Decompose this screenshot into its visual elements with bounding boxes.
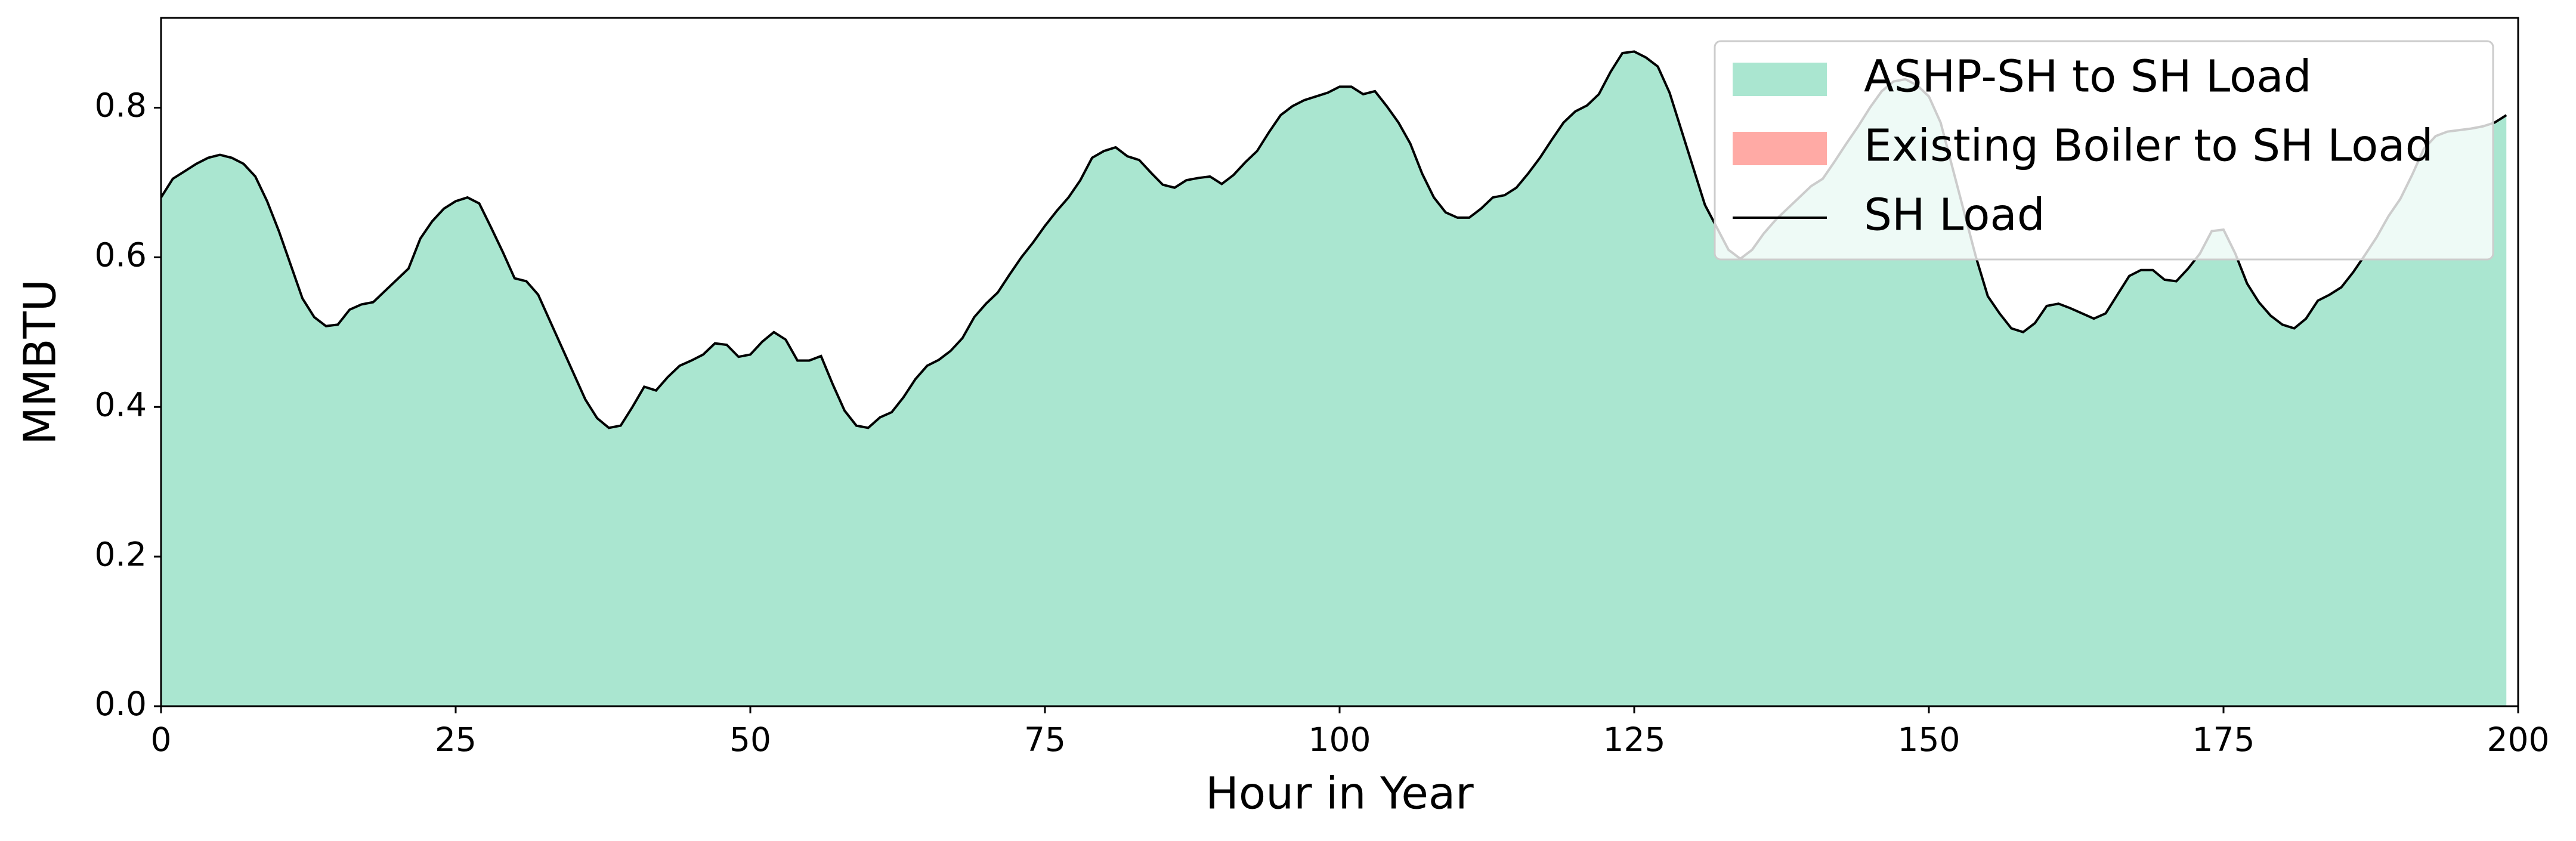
x-tick-label: 50 <box>729 721 771 759</box>
y-tick-label: 0.6 <box>95 236 147 274</box>
line <box>160 50 2507 429</box>
x-tick-label: 150 <box>1898 721 1960 759</box>
x-tick-label: 75 <box>1024 721 1066 759</box>
legend: ASHP-SH to SH Load Existing Boiler to SH … <box>1714 40 2494 261</box>
y-tick-label: 0.2 <box>95 535 147 573</box>
legend-label: ASHP-SH to SH Load <box>1864 51 2312 103</box>
legend-label: Existing Boiler to SH Load <box>1864 120 2433 172</box>
x-tick-label: 200 <box>2487 721 2550 759</box>
legend-swatch <box>1733 132 1827 165</box>
x-tick-label: 25 <box>435 721 477 759</box>
y-tick-label: 0.0 <box>95 685 147 723</box>
x-tick-label: 100 <box>1309 721 1371 759</box>
y-tick-label: 0.4 <box>95 385 147 423</box>
x-tick-label: 0 <box>151 721 172 759</box>
legend-box <box>1714 40 2494 261</box>
legend-swatch <box>1733 63 1827 96</box>
x-axis-label: Hour in Year <box>1205 768 1474 820</box>
y-tick-label: 0.8 <box>95 86 147 125</box>
x-tick-label: 175 <box>2192 721 2255 759</box>
x-tick-label: 125 <box>1603 721 1666 759</box>
y-axis-label: MMBTU <box>15 279 66 445</box>
legend-label: SH Load <box>1864 190 2045 241</box>
